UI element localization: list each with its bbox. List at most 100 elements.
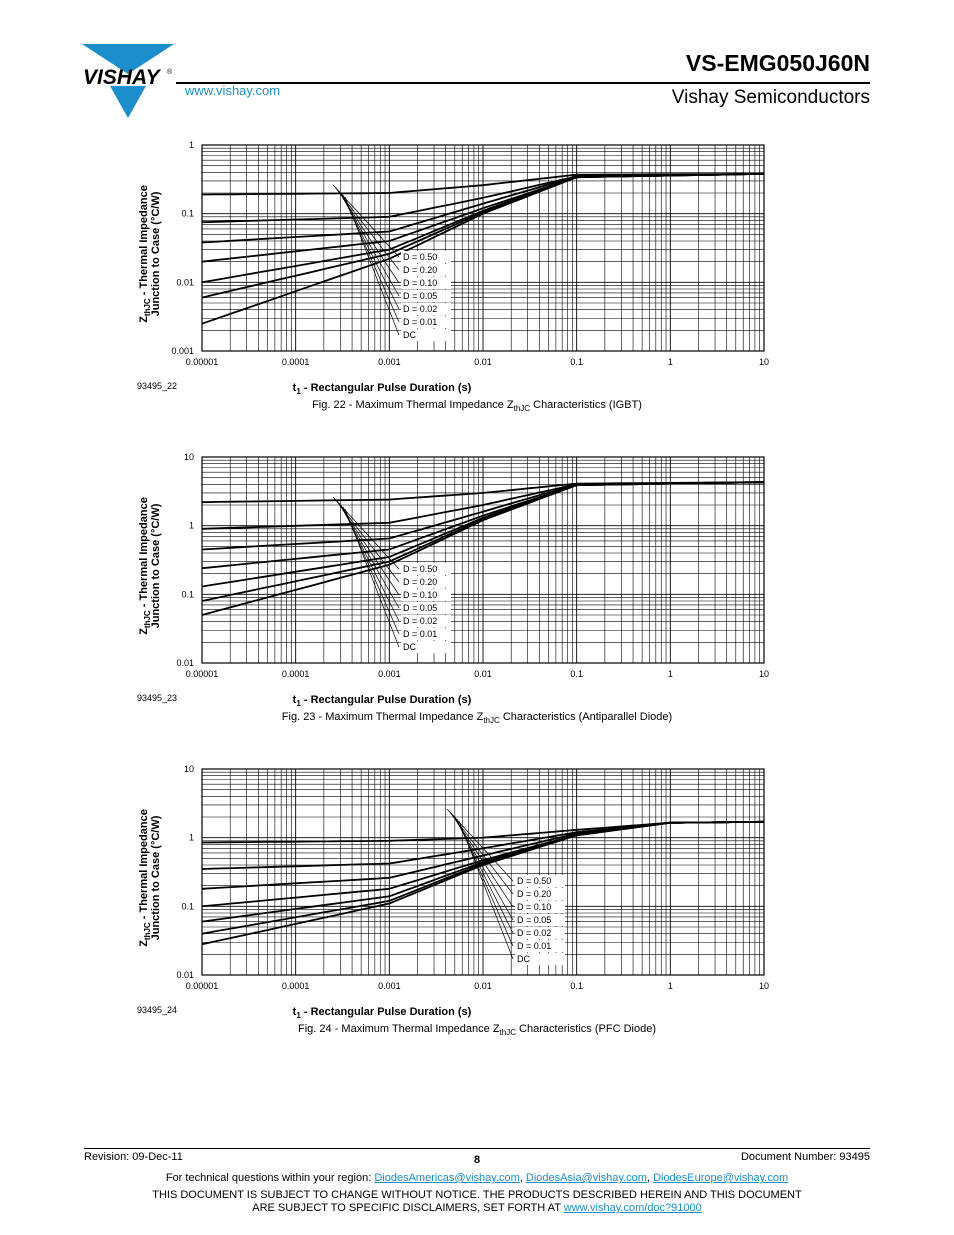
technical-questions-line: For technical questions within your regi… bbox=[165, 1172, 789, 1184]
svg-text:Junction to Case (°C/W): Junction to Case (°C/W) bbox=[150, 815, 162, 940]
x-tick-label: 0.1 bbox=[570, 357, 583, 367]
revision-date: Revision: 09-Dec-11 bbox=[84, 1151, 183, 1163]
x-tick-label: 0.0001 bbox=[282, 981, 310, 991]
svg-text:Junction to Case (°C/W): Junction to Case (°C/W) bbox=[150, 503, 162, 628]
chart-fig23-antiparallel-diode: D = 0.50 D = 0.20 D = 0.10 D = 0.05 D = 0.02… bbox=[137, 452, 769, 708]
y-axis-label: ZthJC - Thermal Impedance Junction to Ca… bbox=[138, 185, 162, 323]
plot-frame bbox=[201, 144, 765, 352]
legend-bg bbox=[401, 563, 452, 575]
y-tick-label: 10 bbox=[184, 452, 194, 462]
legend-bg bbox=[401, 615, 452, 627]
figure-id: 93495_23 bbox=[137, 693, 177, 703]
legend-bg bbox=[401, 589, 452, 601]
x-tick-label: 0.01 bbox=[474, 981, 492, 991]
website-link[interactable]: www.vishay.com bbox=[185, 83, 281, 98]
legend-label: D = 0.01 bbox=[517, 941, 551, 951]
x-tick-label: 0.1 bbox=[570, 981, 583, 991]
legend-bg bbox=[515, 914, 566, 926]
x-axis-label: t1 - Rectangular Pulse Duration (s) bbox=[293, 1006, 472, 1020]
legend-bg bbox=[401, 264, 452, 276]
legend-label: D = 0.02 bbox=[517, 928, 551, 938]
legend-label: DC bbox=[403, 642, 416, 652]
disclaimer-line-1: THIS DOCUMENT IS SUBJECT TO CHANGE WITHO… bbox=[152, 1189, 802, 1201]
x-axis-label: t1 - Rectangular Pulse Duration (s) bbox=[293, 694, 472, 708]
legend-label: DC bbox=[517, 954, 530, 964]
x-tick-label: 0.001 bbox=[378, 669, 401, 679]
legend-bg bbox=[515, 927, 566, 939]
legend-label: D = 0.01 bbox=[403, 317, 437, 327]
y-tick-label: 0.1 bbox=[181, 589, 194, 599]
y-tick-label: 0.1 bbox=[181, 209, 194, 219]
y-tick-label: 0.01 bbox=[176, 970, 194, 980]
x-tick-label: 1 bbox=[668, 357, 673, 367]
y-tick-label: 1 bbox=[189, 521, 194, 531]
y-axis-label: ZthJC - Thermal Impedance Junction to Ca… bbox=[138, 809, 162, 947]
legend-bg bbox=[401, 576, 452, 588]
x-tick-label: 10 bbox=[759, 981, 769, 991]
legend-bg bbox=[401, 329, 452, 341]
svg-text:ZthJC - Thermal Impedance: ZthJC - Thermal Impedance bbox=[138, 809, 152, 947]
figure-23-caption: Fig. 23 - Maximum Thermal Impedance ZthJ… bbox=[281, 711, 673, 726]
legend-label: D = 0.01 bbox=[403, 629, 437, 639]
legend-label: DC bbox=[403, 330, 416, 340]
legend-label: D = 0.02 bbox=[403, 304, 437, 314]
email-asia-link[interactable]: DiodesAsia@vishay.com bbox=[525, 1172, 647, 1184]
x-tick-label: 10 bbox=[759, 669, 769, 679]
legend-label: D = 0.20 bbox=[403, 577, 437, 587]
chart-fig22-igbt: D = 0.50 D = 0.20 D = 0.10 D = 0.05 D = 0.02… bbox=[137, 140, 769, 396]
legend-leader-line bbox=[344, 196, 400, 336]
legend-bg bbox=[515, 901, 566, 913]
legend-label: D = 0.05 bbox=[403, 291, 437, 301]
x-tick-label: 0.0001 bbox=[282, 357, 310, 367]
legend-bg bbox=[401, 303, 452, 315]
x-tick-label: 0.01 bbox=[474, 357, 492, 367]
legend-bg bbox=[515, 940, 566, 952]
x-tick-label: 0.00001 bbox=[186, 669, 219, 679]
plot-frame bbox=[201, 768, 765, 976]
x-tick-label: 0.001 bbox=[378, 981, 401, 991]
email-europe-link[interactable]: DiodesEurope@vishay.com bbox=[653, 1172, 789, 1184]
y-tick-label: 0.01 bbox=[176, 658, 194, 668]
document-number: Document Number: 93495 bbox=[740, 1151, 870, 1163]
footer-rule bbox=[84, 1148, 870, 1149]
legend-bg bbox=[401, 277, 452, 289]
brand-text: VISHAY bbox=[83, 66, 162, 89]
legend-bg bbox=[401, 628, 452, 640]
part-number: VS-EMG050J60N bbox=[685, 50, 870, 76]
legend-bg bbox=[515, 888, 566, 900]
figure-24-caption: Fig. 24 - Maximum Thermal Impedance ZthJ… bbox=[298, 1023, 656, 1038]
legend-bg bbox=[401, 602, 452, 614]
disclaimer-link[interactable]: www.vishay.com/doc?91000 bbox=[563, 1202, 702, 1214]
figure-22-caption: Fig. 22 - Maximum Thermal Impedance ZthJ… bbox=[312, 399, 642, 414]
legend-label: D = 0.05 bbox=[403, 603, 437, 613]
email-americas-link[interactable]: DiodesAmericas@vishay.com bbox=[374, 1172, 520, 1184]
curve-dc bbox=[201, 481, 765, 616]
svg-text:ZthJC - Thermal Impedance: ZthJC - Thermal Impedance bbox=[138, 497, 152, 635]
legend-bg bbox=[401, 251, 452, 263]
legend-bg bbox=[401, 290, 452, 302]
disclaimer-line-2: ARE SUBJECT TO SPECIFIC DISCLAIMERS, SET… bbox=[252, 1202, 702, 1214]
svg-text:®: ® bbox=[167, 68, 173, 76]
figure-id: 93495_24 bbox=[137, 1005, 177, 1015]
x-tick-label: 0.1 bbox=[570, 669, 583, 679]
legend-label: D = 0.20 bbox=[517, 889, 551, 899]
company-name: Vishay Semiconductors bbox=[671, 87, 870, 108]
page-number: 8 bbox=[473, 1154, 481, 1166]
x-axis-label: t1 - Rectangular Pulse Duration (s) bbox=[293, 382, 472, 396]
header-rule bbox=[176, 82, 870, 84]
curve-dc bbox=[201, 820, 765, 946]
plot-frame bbox=[201, 456, 765, 664]
legend-leader-line bbox=[458, 820, 514, 960]
svg-text:Junction to Case (°C/W): Junction to Case (°C/W) bbox=[150, 191, 162, 316]
curve-d-0-50 bbox=[201, 173, 764, 196]
legend-label: D = 0.50 bbox=[517, 876, 551, 886]
y-tick-label: 0.1 bbox=[181, 901, 194, 911]
x-tick-label: 1 bbox=[668, 981, 673, 991]
legend-bg bbox=[401, 316, 452, 328]
x-tick-label: 0.00001 bbox=[186, 981, 219, 991]
legend-label: D = 0.50 bbox=[403, 252, 437, 262]
x-tick-label: 1 bbox=[668, 669, 673, 679]
y-tick-label: 0.001 bbox=[171, 346, 194, 356]
svg-text:ZthJC - Thermal Impedance: ZthJC - Thermal Impedance bbox=[138, 185, 152, 323]
legend-label: D = 0.05 bbox=[517, 915, 551, 925]
